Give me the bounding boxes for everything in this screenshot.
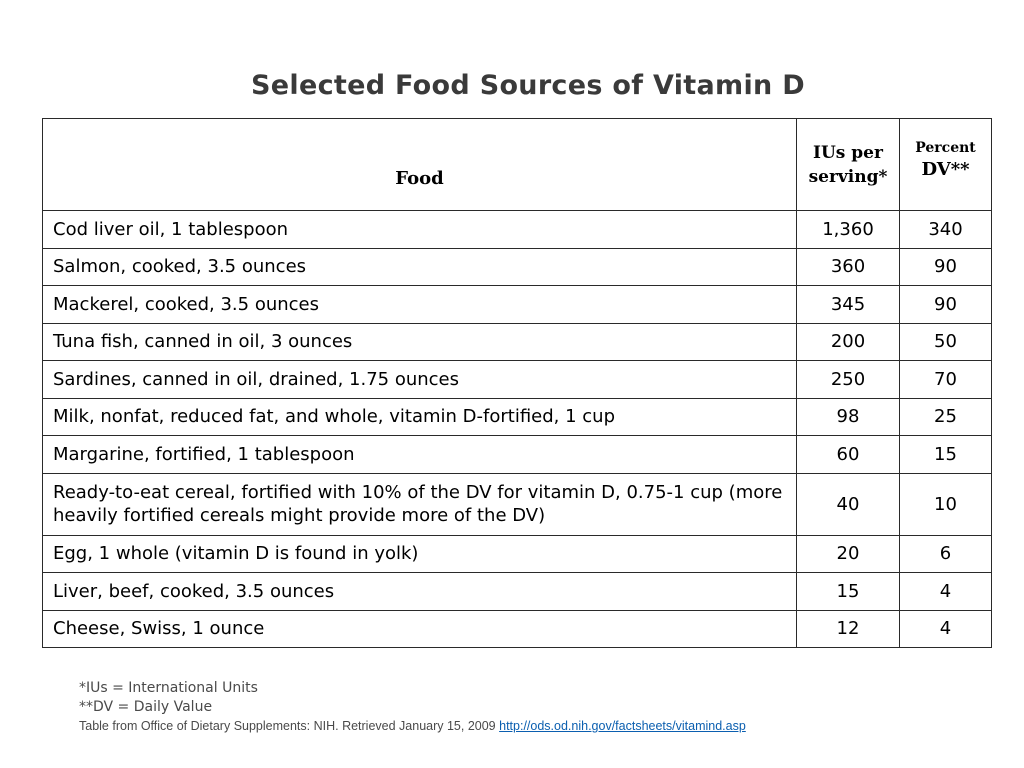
food-cell: Salmon, cooked, 3.5 ounces — [42, 247, 797, 286]
food-cell: Cod liver oil, 1 tablespoon — [42, 210, 797, 249]
food-cell: Sardines, canned in oil, drained, 1.75 o… — [42, 360, 797, 399]
footnote-source: Table from Office of Dietary Supplements… — [79, 717, 746, 736]
dv-cell: 70 — [899, 360, 992, 399]
page-title: Selected Food Sources of Vitamin D — [251, 70, 805, 101]
dv-cell: 4 — [899, 572, 992, 611]
footnote-dv: **DV = Daily Value — [79, 699, 213, 715]
ius-cell: 1,360 — [796, 210, 900, 249]
dv-cell: 90 — [899, 285, 992, 324]
dv-cell: 340 — [899, 210, 992, 249]
header-food: Food — [42, 118, 797, 211]
food-cell: Mackerel, cooked, 3.5 ounces — [42, 285, 797, 324]
ius-cell: 12 — [796, 609, 900, 648]
table-row: Cheese, Swiss, 1 ounce 12 4 — [42, 609, 992, 648]
ius-cell: 250 — [796, 360, 900, 399]
table-row: Salmon, cooked, 3.5 ounces 360 90 — [42, 247, 992, 286]
food-cell: Egg, 1 whole (vitamin D is found in yolk… — [42, 534, 797, 573]
source-link[interactable]: http://ods.od.nih.gov/factsheets/vitamin… — [499, 719, 746, 733]
ius-cell: 200 — [796, 322, 900, 361]
table-row: Liver, beef, cooked, 3.5 ounces 15 4 — [42, 572, 992, 611]
food-cell: Margarine, fortified, 1 tablespoon — [42, 435, 797, 474]
header-percent-dv: Percent DV** — [899, 118, 992, 211]
header-percent-label: Percent — [915, 139, 976, 156]
dv-cell: 50 — [899, 322, 992, 361]
food-cell: Tuna fish, canned in oil, 3 ounces — [42, 322, 797, 361]
ius-cell: 360 — [796, 247, 900, 286]
table-row: Ready-to-eat cereal, fortified with 10% … — [42, 472, 992, 536]
food-cell: Cheese, Swiss, 1 ounce — [42, 609, 797, 648]
table-row: Cod liver oil, 1 tablespoon 1,360 340 — [42, 210, 992, 249]
table-row: Tuna fish, canned in oil, 3 ounces 200 50 — [42, 322, 992, 361]
dv-cell: 25 — [899, 397, 992, 436]
dv-cell: 6 — [899, 534, 992, 573]
dv-cell: 10 — [899, 472, 992, 536]
dv-cell: 4 — [899, 609, 992, 648]
dv-cell: 90 — [899, 247, 992, 286]
table-row: Mackerel, cooked, 3.5 ounces 345 90 — [42, 285, 992, 324]
header-dv-label: DV** — [921, 158, 970, 180]
ius-cell: 20 — [796, 534, 900, 573]
dv-cell: 15 — [899, 435, 992, 474]
ius-cell: 98 — [796, 397, 900, 436]
food-cell: Ready-to-eat cereal, fortified with 10% … — [42, 472, 797, 536]
ius-cell: 40 — [796, 472, 900, 536]
vitamin-d-table: Food IUs per serving* Percent DV** Cod l… — [42, 118, 992, 648]
ius-cell: 345 — [796, 285, 900, 324]
food-cell: Milk, nonfat, reduced fat, and whole, vi… — [42, 397, 797, 436]
table-row: Sardines, canned in oil, drained, 1.75 o… — [42, 360, 992, 399]
table-header-row: Food IUs per serving* Percent DV** — [42, 118, 992, 211]
header-ius-per-serving: IUs per serving* — [796, 118, 900, 211]
ius-cell: 60 — [796, 435, 900, 474]
table-body: Cod liver oil, 1 tablespoon 1,360 340 Salmo… — [42, 210, 992, 648]
source-text: Table from Office of Dietary Supplements… — [79, 719, 500, 733]
ius-cell: 15 — [796, 572, 900, 611]
table-row: Margarine, fortified, 1 tablespoon 60 15 — [42, 435, 992, 474]
footnote-ius: *IUs = International Units — [79, 680, 258, 696]
footnotes: *IUs = International Units **DV = Daily … — [79, 679, 746, 736]
food-cell: Liver, beef, cooked, 3.5 ounces — [42, 572, 797, 611]
table-row: Milk, nonfat, reduced fat, and whole, vi… — [42, 397, 992, 436]
table-row: Egg, 1 whole (vitamin D is found in yolk… — [42, 534, 992, 573]
